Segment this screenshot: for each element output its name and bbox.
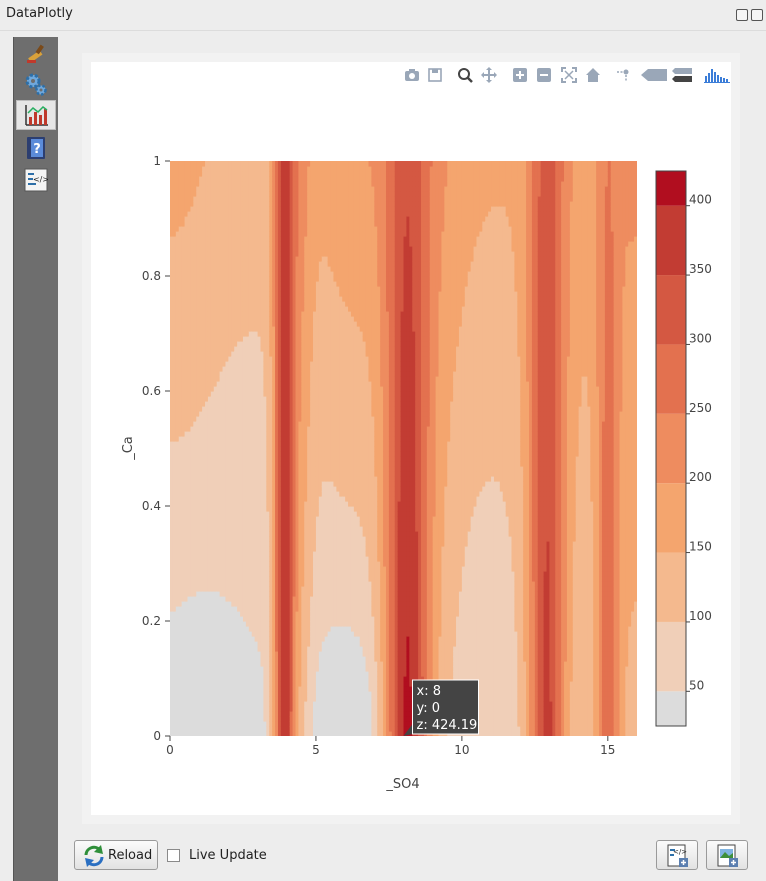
help-book-icon: ?	[27, 137, 45, 159]
spike-lines-icon[interactable]	[614, 66, 632, 84]
colorbar-tick-label: 350	[689, 262, 712, 276]
reset-axes-icon[interactable]	[584, 66, 602, 84]
plot-pane: 0 5 10 15 0 0.2 0.4 0.6 0.8 1 50 100 150 200 250 300 35…	[91, 62, 731, 815]
colorbar-tick-label: 400	[689, 193, 712, 207]
colorbar-tick-label: 50	[689, 678, 704, 692]
reload-icon	[84, 845, 104, 867]
sidebar: ? </>	[13, 37, 58, 881]
colorbar-tick-label: 250	[689, 401, 712, 415]
x-tick-label: 10	[454, 743, 469, 757]
plot-area[interactable]	[170, 161, 638, 737]
y-axis-title: _Ca	[121, 436, 136, 461]
paintbrush-icon	[27, 44, 44, 63]
plotly-logo-icon[interactable]	[704, 66, 730, 84]
x-tick-label: 5	[312, 743, 320, 757]
sidebar-item-raw-html[interactable]: </>	[16, 165, 56, 195]
y-tick-label: 0	[153, 729, 161, 743]
x-axis-title: _SO4	[385, 777, 419, 792]
x-tick-label: 0	[166, 743, 174, 757]
colorbar-tick-label: 300	[689, 331, 712, 345]
svg-text:</>: </>	[33, 175, 48, 184]
colorbar-band	[656, 691, 686, 726]
camera-icon[interactable]	[403, 66, 421, 84]
colorbar-tick-label: 150	[689, 540, 712, 554]
colorbar-tick-label: 200	[689, 470, 712, 484]
export-image-icon	[717, 844, 738, 867]
window-title: DataPlotly	[6, 6, 73, 21]
export-html-button[interactable]: </>	[656, 840, 698, 870]
x-tick-label: 15	[600, 743, 615, 757]
colorbar: 50 100 150 200 250 300 350 400	[655, 170, 712, 727]
colorbar-band	[656, 205, 686, 276]
zoom-icon[interactable]	[456, 66, 474, 84]
y-tick-label: 0.2	[142, 614, 161, 628]
hover-compare-icon[interactable]	[671, 66, 693, 84]
y-tick-label: 0.4	[142, 499, 161, 513]
sidebar-item-help[interactable]: ?	[16, 133, 56, 163]
sidebar-item-plot-view[interactable]	[16, 100, 56, 130]
hover-tooltip: x: 8 y: 0 z: 424.19	[403, 679, 479, 736]
chart-icon	[25, 105, 48, 126]
colorbar-band	[656, 552, 686, 622]
colorbar-band	[656, 413, 686, 484]
code-icon: </>	[24, 168, 48, 192]
reload-button[interactable]: Reload	[74, 840, 158, 870]
sidebar-item-plot-properties[interactable]	[16, 39, 56, 69]
colorbar-band	[656, 344, 686, 414]
live-update-label[interactable]: Live Update	[189, 848, 267, 863]
colorbar-tick-label: 100	[689, 609, 712, 623]
export-image-button[interactable]	[706, 840, 748, 870]
y-tick-label: 0.8	[142, 269, 161, 283]
gears-icon	[25, 73, 47, 96]
zoom-in-icon[interactable]	[511, 66, 529, 84]
colorbar-band	[656, 275, 686, 345]
tooltip-y: y: 0	[417, 701, 441, 716]
live-update-checkbox[interactable]	[167, 849, 180, 862]
float-window-icon[interactable]	[736, 9, 748, 21]
plot-container: 0 5 10 15 0 0.2 0.4 0.6 0.8 1 50 100 150 200 250 300 35…	[82, 53, 740, 824]
autoscale-icon[interactable]	[560, 66, 578, 84]
save-icon[interactable]	[426, 66, 444, 84]
y-tick-label: 0.6	[142, 384, 161, 398]
close-window-icon[interactable]	[751, 9, 763, 21]
tooltip-x: x: 8	[417, 684, 441, 699]
export-html-icon: </>	[667, 844, 688, 867]
pan-icon[interactable]	[480, 66, 498, 84]
sidebar-item-plot-settings[interactable]	[16, 69, 56, 99]
tooltip-z: z: 424.19	[417, 718, 478, 733]
zoom-out-icon[interactable]	[535, 66, 553, 84]
colorbar-outline	[655, 170, 687, 727]
colorbar-band	[656, 483, 686, 553]
svg-text:?: ?	[33, 142, 41, 157]
reload-label: Reload	[108, 848, 153, 863]
hover-closest-icon[interactable]	[641, 66, 667, 84]
y-tick-label: 1	[153, 154, 161, 168]
colorbar-band	[656, 621, 686, 692]
title-bar: DataPlotly	[0, 0, 766, 31]
colorbar-band	[656, 171, 686, 206]
bottom-toolbar: Reload Live Update </>	[60, 835, 766, 881]
